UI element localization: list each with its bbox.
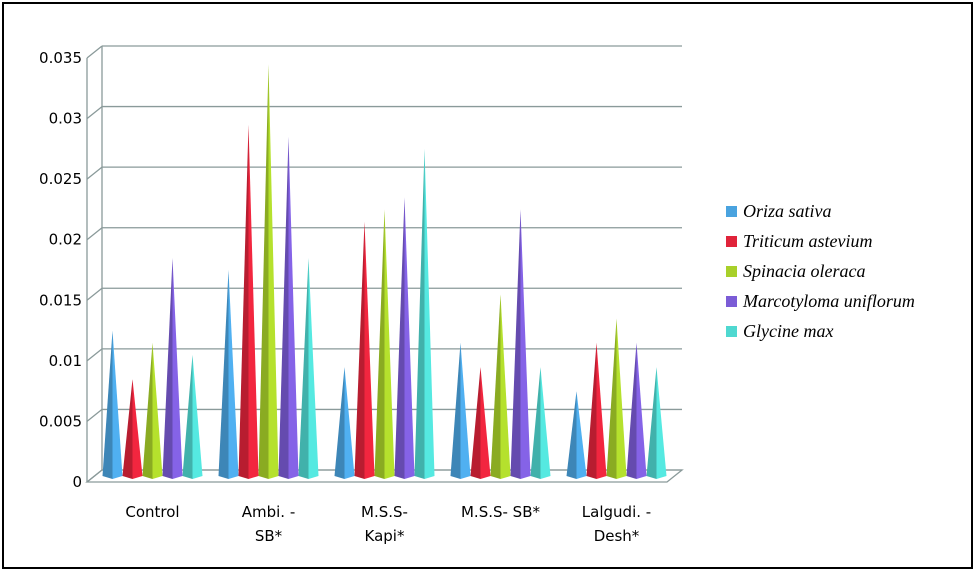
legend-label: Glycine max bbox=[743, 320, 834, 341]
bar bbox=[182, 354, 203, 479]
bar bbox=[162, 257, 183, 479]
bar bbox=[626, 342, 647, 479]
gridline-side bbox=[86, 106, 103, 120]
y-tick-label: 0.02 bbox=[49, 231, 82, 249]
y-tick-label: 0 bbox=[72, 473, 82, 491]
bar bbox=[586, 342, 607, 479]
gridline-side bbox=[86, 166, 103, 180]
bar bbox=[278, 136, 299, 480]
chart-plot: 0 0.005 0.01 0.015 0.02 0.025 0.03 0.035 Control… bbox=[39, 45, 684, 545]
gridline-side bbox=[86, 287, 103, 301]
x-tick-label: Ambi. -SB* bbox=[242, 503, 296, 545]
bar bbox=[490, 294, 511, 479]
bar bbox=[298, 257, 319, 479]
bar bbox=[374, 209, 395, 479]
y-tick-label: 0.03 bbox=[49, 110, 82, 128]
legend-item: Glycine max bbox=[726, 316, 915, 346]
y-tick-label: 0.035 bbox=[39, 49, 82, 67]
legend-label: Spinacia oleraca bbox=[743, 260, 866, 281]
x-tick-label: M.S.S-Kapi* bbox=[361, 503, 408, 545]
bar bbox=[122, 379, 143, 479]
bar bbox=[102, 330, 123, 479]
y-tick-label: 0.015 bbox=[39, 291, 82, 309]
bar bbox=[258, 64, 279, 479]
x-tick-label: Control bbox=[125, 503, 179, 521]
y-tick-label: 0.01 bbox=[49, 352, 82, 370]
bar bbox=[470, 366, 491, 479]
bar bbox=[450, 342, 471, 479]
legend-swatch bbox=[726, 265, 737, 277]
gridline-side bbox=[86, 408, 103, 422]
legend-item: Triticum astevium bbox=[726, 226, 915, 256]
bar bbox=[238, 124, 259, 479]
legend-label: Marcotyloma uniflorum bbox=[743, 290, 915, 311]
legend-item: Oriza sativa bbox=[726, 196, 915, 226]
gridline-side bbox=[86, 348, 103, 362]
bar bbox=[530, 366, 551, 479]
bar bbox=[646, 366, 667, 479]
y-tick-label: 0.025 bbox=[39, 170, 82, 188]
y-tick-label: 0.005 bbox=[39, 412, 82, 430]
legend-label: Triticum astevium bbox=[743, 230, 873, 251]
bar bbox=[394, 197, 415, 479]
bar bbox=[334, 366, 355, 479]
legend-item: Spinacia oleraca bbox=[726, 256, 915, 286]
legend-swatch bbox=[726, 205, 737, 217]
chart-legend: Oriza sativa Triticum astevium Spinacia ol… bbox=[726, 196, 915, 346]
legend-swatch bbox=[726, 295, 737, 307]
bar bbox=[510, 209, 531, 479]
bar bbox=[142, 342, 163, 479]
bar bbox=[414, 148, 435, 479]
legend-label: Oriza sativa bbox=[743, 200, 832, 221]
legend-swatch bbox=[726, 235, 737, 247]
x-tick-label: Lalgudi. -Desh* bbox=[582, 503, 651, 545]
legend-item: Marcotyloma uniflorum bbox=[726, 286, 915, 316]
bar bbox=[566, 391, 587, 479]
gridline-side bbox=[86, 45, 103, 59]
bar bbox=[606, 318, 627, 479]
x-tick-label: M.S.S- SB* bbox=[461, 503, 541, 521]
legend-swatch bbox=[726, 325, 737, 337]
gridline-side bbox=[86, 227, 103, 241]
bar bbox=[218, 270, 239, 479]
bar bbox=[354, 221, 375, 479]
